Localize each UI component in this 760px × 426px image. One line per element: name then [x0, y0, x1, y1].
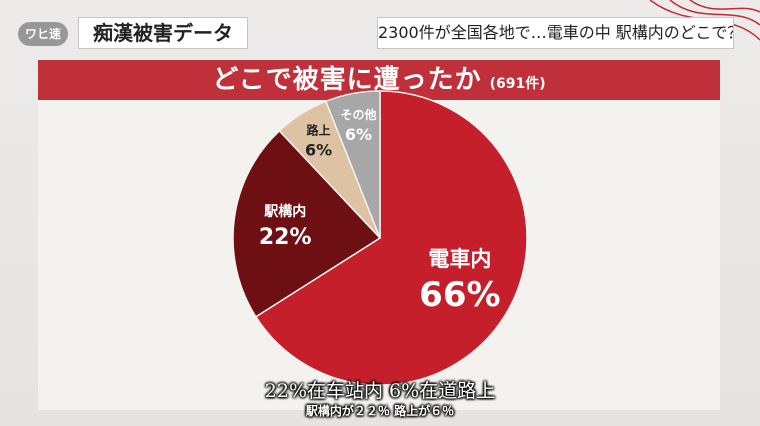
chart-title: どこで被害に遭ったか	[212, 65, 482, 95]
category-label: 痴漢被害データ	[78, 17, 248, 49]
headline-banner: 2300件が全国各地で…電車の中 駅構内のどこで？	[377, 17, 734, 49]
channel-logo: ワヒ速	[18, 22, 68, 46]
subtitle-line-2: 駅構内が２２％ 路上が６％	[305, 404, 455, 418]
pie-slice-value-1: 66%	[419, 275, 500, 315]
pie-slice-2	[232, 129, 382, 318]
pie-slice-1	[254, 90, 528, 386]
pie-slice-value-4: 6%	[345, 125, 372, 144]
pie-slice-label-1: 電車内	[428, 247, 491, 271]
subtitle-line-1: 22%在车站内 6%在道路上	[264, 380, 496, 402]
pie-slice-label-3: 路上	[307, 123, 331, 138]
pie-slice-label-2: 駅構内	[264, 203, 306, 220]
pie-slice-value-3: 6%	[305, 141, 332, 160]
pie-slice-4	[324, 90, 381, 239]
pie-slice-label-4: その他	[341, 107, 377, 122]
chart-count-label: (691件)	[489, 76, 546, 92]
pie-slice-value-2: 22%	[259, 225, 312, 250]
